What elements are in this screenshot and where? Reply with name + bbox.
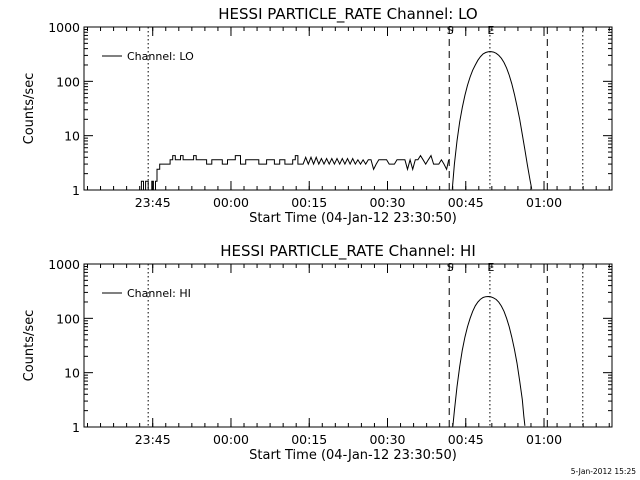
x-tick-label: 23:45 bbox=[135, 432, 171, 447]
y-tick-label: 1000 bbox=[48, 257, 80, 272]
x-tick-label: 00:00 bbox=[213, 195, 249, 210]
x-tick-label: 01:00 bbox=[526, 432, 562, 447]
x-axis-label: Start Time (04-Jan-12 23:30:50) bbox=[249, 448, 457, 463]
x-tick-label: 00:30 bbox=[369, 195, 405, 210]
x-tick-label: 00:15 bbox=[291, 432, 327, 447]
legend-entry: Channel: HI bbox=[127, 287, 191, 300]
footer-timestamp: 5-Jan-2012 15:25 bbox=[571, 467, 636, 476]
y-tick-label: 100 bbox=[56, 311, 80, 326]
chart-title: HESSI PARTICLE_RATE Channel: LO bbox=[218, 5, 477, 24]
x-tick-label: 23:45 bbox=[135, 195, 171, 210]
x-tick-label: 01:00 bbox=[526, 195, 562, 210]
marker-label: S bbox=[447, 24, 454, 37]
marker-label: E bbox=[487, 24, 494, 37]
marker-label: S bbox=[447, 261, 454, 274]
x-axis-label: Start Time (04-Jan-12 23:30:50) bbox=[249, 211, 457, 226]
y-axis-label: Counts/sec bbox=[22, 73, 37, 145]
y-tick-label: 10 bbox=[64, 366, 80, 381]
y-tick-label: 1000 bbox=[48, 20, 80, 35]
legend-entry: Channel: LO bbox=[127, 50, 194, 63]
x-tick-label: 00:00 bbox=[213, 432, 249, 447]
marker-label: E bbox=[487, 261, 494, 274]
x-tick-label: 00:15 bbox=[291, 195, 327, 210]
x-tick-label: 00:45 bbox=[448, 432, 484, 447]
y-tick-label: 1 bbox=[72, 420, 80, 435]
y-axis-label: Counts/sec bbox=[22, 310, 37, 382]
series-line-0-segment-2 bbox=[451, 51, 533, 189]
x-tick-label: 00:45 bbox=[448, 195, 484, 210]
series-line-0-segment-0 bbox=[452, 295, 526, 426]
x-tick-label: 00:30 bbox=[369, 432, 405, 447]
y-tick-label: 100 bbox=[56, 74, 80, 89]
chart-title: HESSI PARTICLE_RATE Channel: HI bbox=[220, 242, 476, 261]
y-tick-label: 1 bbox=[72, 183, 80, 198]
chart-panel-1: HESSI PARTICLE_RATE Channel: HI 1 10 100 100… bbox=[22, 242, 613, 463]
series-line-0-segment-1 bbox=[151, 154, 450, 190]
chart-panel-0: HESSI PARTICLE_RATE Channel: LO 1 10 100 100… bbox=[22, 5, 613, 226]
y-tick-label: 10 bbox=[64, 129, 80, 144]
series-line-0-segment-0 bbox=[140, 180, 149, 190]
